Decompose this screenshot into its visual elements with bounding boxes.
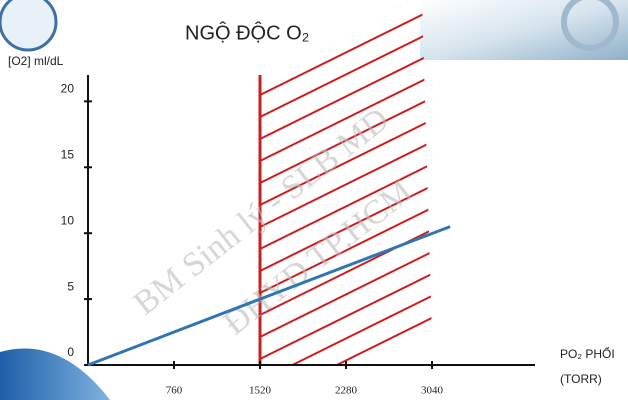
x-tick-label: 760 — [166, 385, 183, 397]
corner-swoosh — [0, 348, 110, 400]
x-tick-label: 3040 — [421, 385, 444, 397]
hatch-line — [260, 175, 433, 272]
x-tick-label: 1520 — [249, 385, 272, 397]
hatch-line — [260, 285, 433, 365]
y-axis-label: [O2] ml/dL — [8, 54, 64, 68]
hatch-line — [260, 43, 433, 140]
hatch-line — [260, 87, 433, 184]
hatch-line — [260, 0, 433, 96]
hatch-line — [260, 131, 433, 228]
y-tick-label: 5 — [67, 279, 74, 293]
hatch-line — [260, 153, 433, 250]
y-tick-label: 15 — [61, 147, 75, 161]
header-photo — [420, 0, 628, 60]
hatch-line — [260, 109, 433, 206]
y-tick-label: 20 — [61, 82, 75, 96]
x-axis-unit: (TORR) — [560, 372, 602, 386]
chart-title: NGỘ ĐỘC O₂ — [185, 21, 309, 44]
x-tick-label: 2280 — [335, 385, 358, 397]
data-line — [87, 225, 451, 367]
hatch-line — [260, 21, 433, 118]
hatch-line — [260, 241, 433, 338]
photo-decoration — [561, 0, 619, 51]
hatch-line — [260, 307, 433, 365]
hatch-line — [260, 197, 433, 294]
logo — [0, 0, 58, 52]
hatch-line — [260, 396, 452, 400]
y-tick-label: 0 — [67, 345, 74, 359]
hatch-line — [260, 65, 433, 162]
hatch-line — [260, 219, 433, 316]
hatch-line — [260, 263, 433, 360]
y-tick-label: 10 — [61, 213, 75, 227]
x-axis-label: PO₂ PHỔI — [560, 346, 615, 361]
